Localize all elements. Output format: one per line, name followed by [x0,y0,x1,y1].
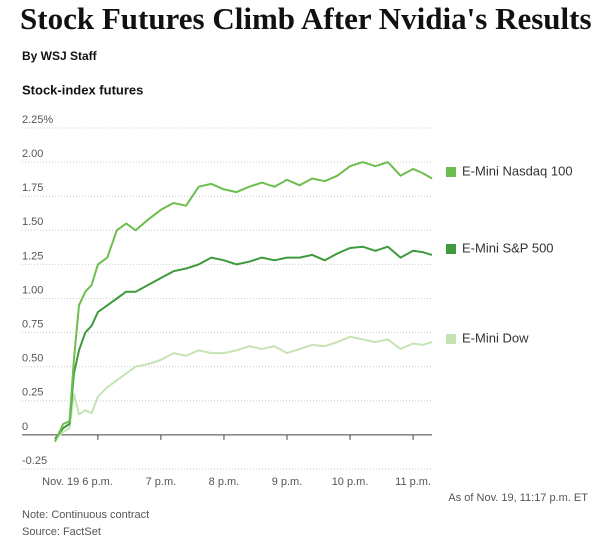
x-tick-label: 7 p.m. [146,476,177,488]
y-tick-label: 0 [22,421,28,433]
x-tick-label: 11 p.m. [395,476,431,488]
legend-swatch [446,167,456,177]
y-tick-label: 0.25 [22,387,43,399]
legend-swatch [446,334,456,344]
x-tick-label: 9 p.m. [272,476,303,488]
chart-title: Stock Futures Climb After Nvidia's Resul… [20,1,592,36]
legend-label: E-Mini Dow [462,330,529,345]
series-line [54,245,433,440]
series-line [54,335,433,440]
note: Note: Continuous contract [22,509,149,521]
legend-swatch [446,244,456,254]
x-tick-label: 8 p.m. [209,476,240,488]
legend-label: E-Mini S&P 500 [462,240,554,255]
series-line [54,161,433,443]
y-tick-label: 2.00 [22,148,43,160]
legend-label: E-Mini Nasdaq 100 [462,163,573,178]
x-tick-label: Nov. 19 6 p.m. [42,476,113,488]
y-tick-label: 1.50 [22,216,43,228]
y-tick-label: 1.75 [22,182,43,194]
y-tick-label: -0.25 [22,455,47,467]
subtitle: Stock-index futures [22,82,143,97]
y-tick-label: 0.50 [22,353,43,365]
timestamp: As of Nov. 19, 11:17 p.m. ET [448,492,588,504]
y-tick-label: 0.75 [22,319,43,331]
y-tick-label: 1.00 [22,284,43,296]
source: Source: FactSet [22,526,101,538]
byline: By WSJ Staff [22,49,98,63]
y-tick-label: 2.25% [22,114,53,126]
y-tick-label: 1.25 [22,250,43,262]
x-tick-label: 10 p.m. [332,476,369,488]
